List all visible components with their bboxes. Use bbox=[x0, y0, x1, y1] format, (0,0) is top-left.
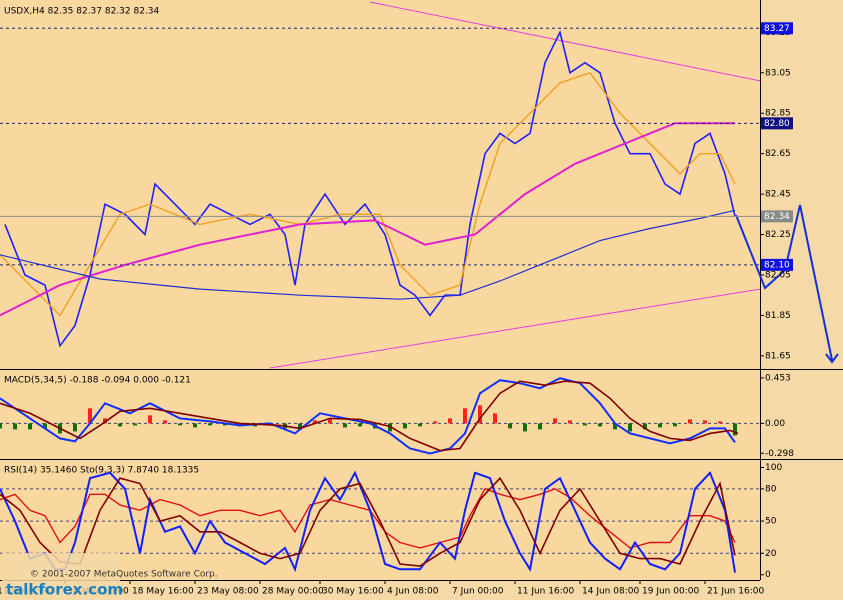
copyright: © 2001-2007 MetaQuotes Software Corp. bbox=[30, 570, 218, 580]
y-tick-label: 82.65 bbox=[765, 149, 791, 159]
histogram-bar bbox=[178, 423, 182, 426]
histogram-bar bbox=[328, 418, 332, 424]
price-label: 82.80 bbox=[764, 119, 790, 129]
y-tick-label: 50 bbox=[765, 517, 777, 527]
histogram-bar bbox=[673, 423, 677, 427]
histogram-bar bbox=[358, 423, 362, 427]
x-tick-label: 21 Jun 16:00 bbox=[707, 587, 764, 597]
price-label-box bbox=[761, 258, 793, 271]
histogram-bar bbox=[733, 423, 737, 436]
y-tick-label: 100 bbox=[765, 463, 782, 473]
histogram-bar bbox=[628, 423, 632, 432]
histogram-bar bbox=[538, 423, 542, 430]
histogram-bar bbox=[463, 408, 467, 424]
histogram-bar bbox=[28, 423, 32, 430]
histogram-bar bbox=[208, 423, 212, 426]
histogram-bar bbox=[118, 423, 122, 427]
histogram-bar bbox=[0, 423, 2, 429]
marks: USDX,H4 82.35 82.37 82.32 82.34 81.65 81.8… bbox=[0, 1, 794, 597]
arrow-head bbox=[825, 353, 839, 364]
histogram-bar bbox=[703, 420, 707, 424]
price-label-box bbox=[761, 22, 793, 35]
y-tick-label: -0.298 bbox=[765, 449, 794, 459]
histogram-bar bbox=[433, 421, 437, 424]
y-tick-label: 20 bbox=[765, 549, 777, 559]
y-tick-label: 82.05 bbox=[765, 270, 791, 280]
histogram-bar bbox=[313, 420, 317, 424]
x-tick-label: 28 May 00:00 bbox=[262, 587, 324, 597]
watermark: talkforex.com bbox=[6, 581, 123, 599]
y-tick-label: 83.05 bbox=[765, 68, 791, 78]
y-tick-label: 0.00 bbox=[765, 419, 785, 429]
y-tick-label: 82.85 bbox=[765, 109, 791, 119]
price-label: 82.10 bbox=[764, 260, 790, 270]
histogram-bar bbox=[388, 423, 392, 432]
histogram-bar bbox=[193, 423, 197, 428]
series-line bbox=[0, 476, 736, 567]
x-tick-label: 14 Jun 08:00 bbox=[582, 587, 639, 597]
trendline bbox=[369, 1, 761, 82]
y-tick-label: 80 bbox=[765, 484, 777, 494]
series-line bbox=[0, 209, 736, 300]
histogram-bar bbox=[718, 421, 722, 424]
x-tick-label: 19 Jun 00:00 bbox=[642, 587, 699, 597]
histogram-bar bbox=[343, 423, 347, 428]
histogram-bar bbox=[448, 418, 452, 424]
histogram-bar bbox=[88, 408, 92, 424]
histogram-bar bbox=[598, 423, 602, 427]
histogram-bar bbox=[73, 423, 77, 432]
histogram-bar bbox=[103, 418, 107, 424]
x-tick-label: 18 May 16:00 bbox=[132, 587, 194, 597]
y-tick-label: 82.45 bbox=[765, 190, 791, 200]
histogram-bar bbox=[418, 423, 422, 427]
price-label-box bbox=[761, 117, 793, 130]
histogram-bar bbox=[583, 423, 587, 426]
x-tick-label: 7 Jun 00:00 bbox=[452, 587, 504, 597]
histogram-bar bbox=[568, 420, 572, 424]
x-tick-label: 23 May 08:00 bbox=[197, 587, 259, 597]
histogram-bar bbox=[43, 423, 47, 429]
histogram-bar bbox=[553, 418, 557, 424]
x-tick-label: 11 Jun 16:00 bbox=[517, 587, 574, 597]
histogram-bar bbox=[403, 423, 407, 429]
y-tick-label: 82.25 bbox=[765, 230, 791, 240]
series-line bbox=[0, 71, 736, 317]
series-line bbox=[4, 29, 736, 348]
y-tick-label: 0.453 bbox=[765, 373, 791, 383]
y-tick-label: 81.65 bbox=[765, 351, 791, 361]
histogram-bar bbox=[613, 423, 617, 430]
histogram-bar bbox=[688, 419, 692, 424]
histogram-bar bbox=[298, 423, 302, 430]
histogram-bar bbox=[148, 415, 152, 424]
pane-title: RSI(14) 35.1460 Sto(9,3,3) 7.8740 18.133… bbox=[4, 466, 199, 476]
histogram-bar bbox=[523, 423, 527, 432]
histogram-bar bbox=[163, 420, 167, 424]
x-tick-label: 4 Jun 08:00 bbox=[387, 587, 439, 597]
series-line bbox=[0, 470, 736, 573]
series-line bbox=[0, 377, 736, 455]
watermark-box bbox=[2, 553, 120, 597]
histogram-bar bbox=[478, 405, 482, 424]
price-label: 83.27 bbox=[764, 24, 790, 34]
x-tick-label: 30 May 16:00 bbox=[322, 587, 384, 597]
y-tick-label: 81.85 bbox=[765, 311, 791, 321]
y-tick-label: 0 bbox=[765, 570, 771, 580]
histogram-bar bbox=[13, 423, 17, 430]
pane-title: MACD(5,34,5) -0.188 -0.094 0.000 -0.121 bbox=[4, 376, 191, 386]
histogram-bar bbox=[493, 413, 497, 424]
histogram-bar bbox=[133, 423, 137, 426]
plot-background bbox=[0, 0, 760, 580]
histogram-bar bbox=[508, 423, 512, 429]
price-label: 82.34 bbox=[764, 212, 790, 222]
pane-title: USDX,H4 82.35 82.37 82.32 82.34 bbox=[4, 7, 160, 17]
trendline bbox=[269, 288, 761, 369]
series-line bbox=[0, 380, 739, 452]
series-line bbox=[0, 122, 735, 317]
histogram-bar bbox=[643, 423, 647, 430]
histogram-bar bbox=[658, 423, 662, 428]
price-label-box bbox=[761, 210, 793, 223]
